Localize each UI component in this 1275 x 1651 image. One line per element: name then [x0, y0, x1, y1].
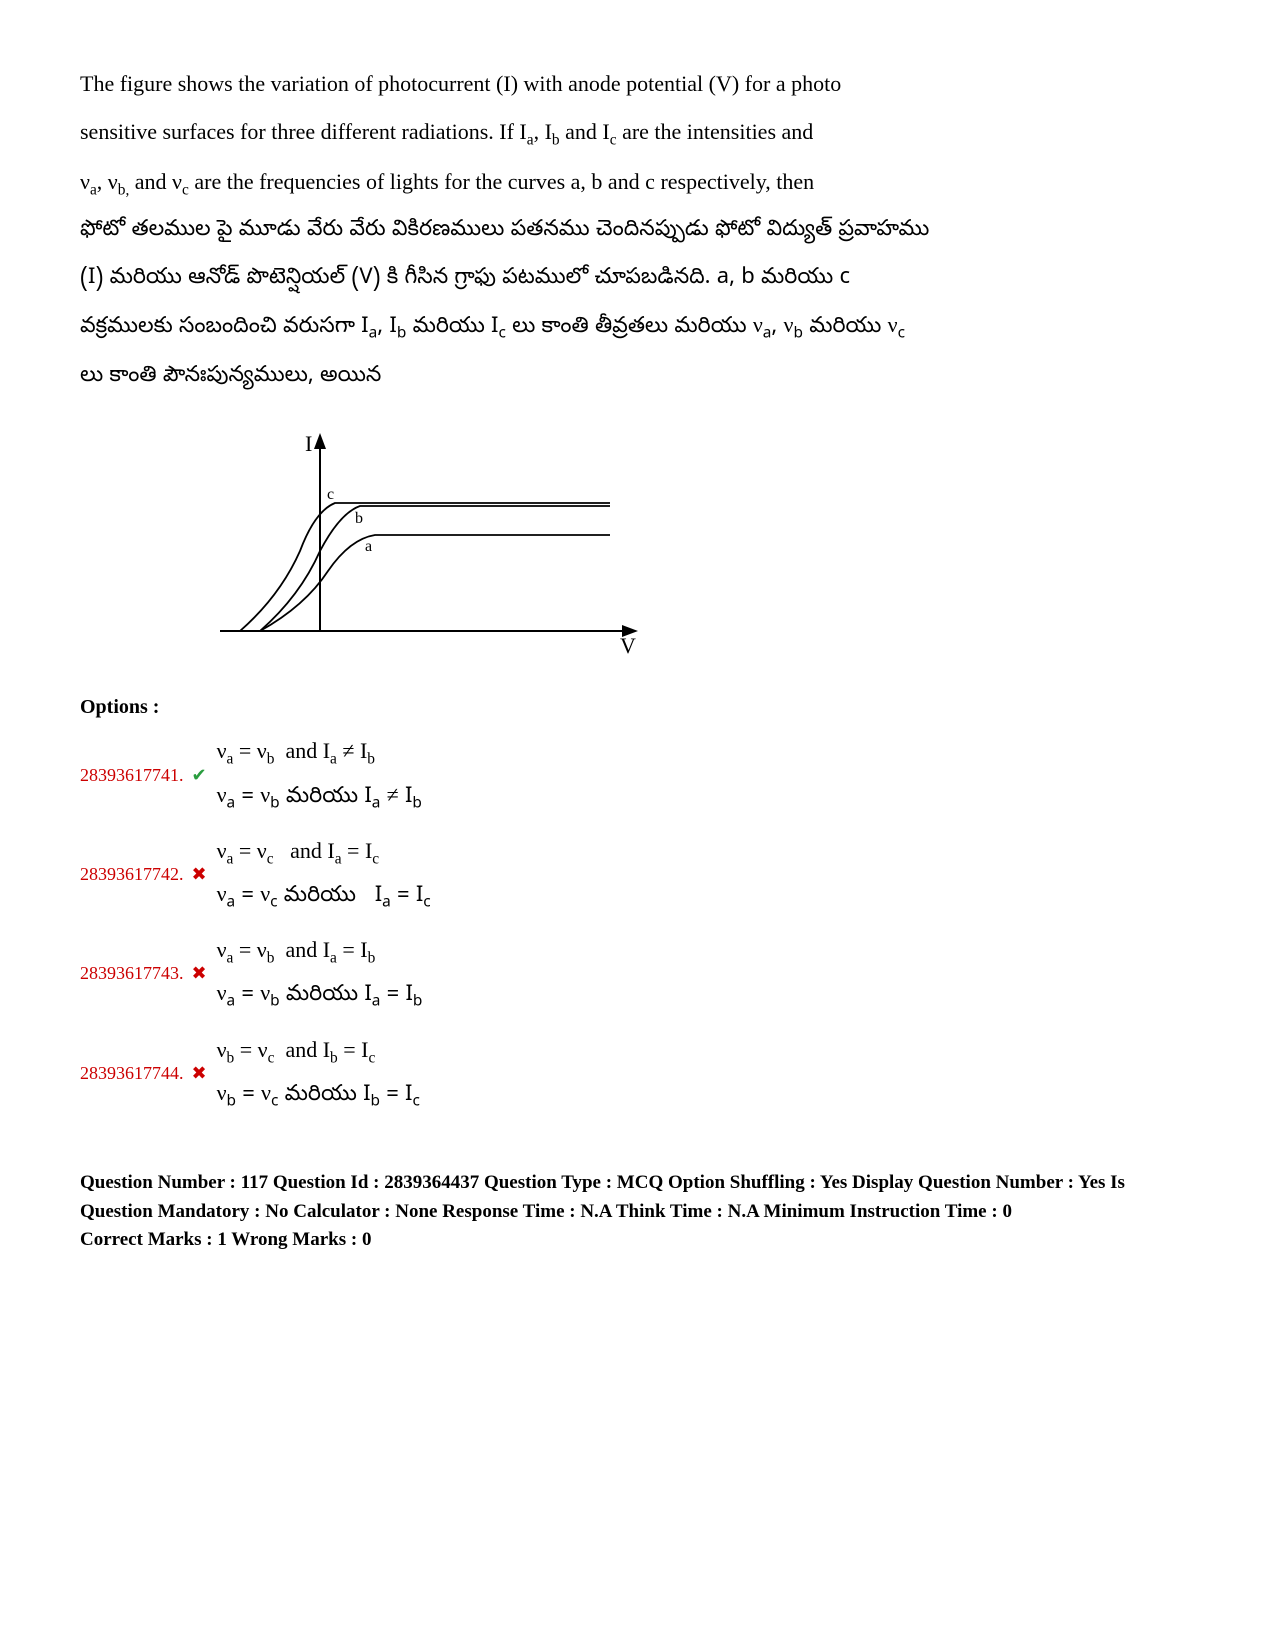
option-body-3: νa = νb and Ia = Ib νa = νb మరియు Ia = I… — [217, 928, 423, 1019]
curve-a-label: a — [365, 538, 372, 555]
question-english: The figure shows the variation of photoc… — [80, 60, 1195, 207]
option-3-te: νa = νb మరియు Ia = Ib — [217, 974, 423, 1019]
q-te-3: వక్రములకు సంబందించి వరుసగా Ia, Ib మరియు … — [80, 313, 905, 343]
option-4: 28393617744. ✖ νb = νc and Ib = Ic νb = … — [80, 1028, 1195, 1119]
option-1-te: νa = νb మరియు Ia ≠ Ib — [217, 776, 422, 821]
meta-line-2: Correct Marks : 1 Wrong Marks : 0 — [80, 1226, 1195, 1255]
question-metadata: Question Number : 117 Question Id : 2839… — [80, 1169, 1195, 1255]
correct-mark-icon: ✔ — [192, 765, 207, 786]
option-4-te: νb = νc మరియు Ib = Ic — [217, 1074, 420, 1119]
q-te-1: ఫోటో తలముల పై మూడు వేరు వేరు వికిరణములు … — [80, 216, 929, 246]
curve-c-label: c — [327, 486, 334, 503]
option-4-en: νb = νc and Ib = Ic — [217, 1028, 420, 1074]
options-list: 28393617741. ✔ νa = νb and Ia ≠ Ib νa = … — [80, 729, 1195, 1119]
wrong-mark-icon: ✖ — [192, 864, 207, 885]
option-2-en: νa = νc and Ia = Ic — [217, 829, 431, 875]
option-2-te: νa = νc మరియు Ia = Ic — [217, 875, 431, 920]
x-axis-label: V — [620, 633, 636, 658]
q-en-1: The figure shows the variation of photoc… — [80, 71, 841, 96]
option-2: 28393617742. ✖ νa = νc and Ia = Ic νa = … — [80, 829, 1195, 920]
option-body-4: νb = νc and Ib = Ic νb = νc మరియు Ib = I… — [217, 1028, 420, 1119]
wrong-mark-icon: ✖ — [192, 963, 207, 984]
option-3: 28393617743. ✖ νa = νb and Ia = Ib νa = … — [80, 928, 1195, 1019]
question-text: The figure shows the variation of photoc… — [80, 60, 1195, 401]
q-te-4: లు కాంతి పౌనఃపున్యములు, అయిన — [80, 362, 381, 392]
option-3-en: νa = νb and Ia = Ib — [217, 928, 423, 974]
options-heading: Options : — [80, 696, 1195, 719]
q-en-3: νa, νb, and νc are the frequencies of li… — [80, 169, 814, 194]
option-body-1: νa = νb and Ia ≠ Ib νa = νb మరియు Ia ≠ I… — [217, 729, 422, 820]
q-te-2: (I) మరియు ఆనోడ్ పొటెన్షియల్ (V) కి గీసిన… — [80, 264, 850, 294]
option-id-1: 28393617741. — [80, 765, 184, 786]
meta-line-1: Question Number : 117 Question Id : 2839… — [80, 1169, 1195, 1226]
photocurrent-graph: I V c b a — [200, 421, 1195, 686]
option-body-2: νa = νc and Ia = Ic νa = νc మరియు Ia = I… — [217, 829, 431, 920]
option-1-en: νa = νb and Ia ≠ Ib — [217, 729, 422, 775]
q-en-2: sensitive surfaces for three different r… — [80, 119, 813, 144]
question-telugu: ఫోటో తలముల పై మూడు వేరు వేరు వికిరణములు … — [80, 207, 1195, 401]
curve-b-label: b — [355, 510, 363, 527]
option-id-4: 28393617744. — [80, 1063, 184, 1084]
wrong-mark-icon: ✖ — [192, 1063, 207, 1084]
option-id-3: 28393617743. — [80, 963, 184, 984]
option-id-2: 28393617742. — [80, 864, 184, 885]
y-axis-label: I — [305, 431, 312, 456]
option-1: 28393617741. ✔ νa = νb and Ia ≠ Ib νa = … — [80, 729, 1195, 820]
